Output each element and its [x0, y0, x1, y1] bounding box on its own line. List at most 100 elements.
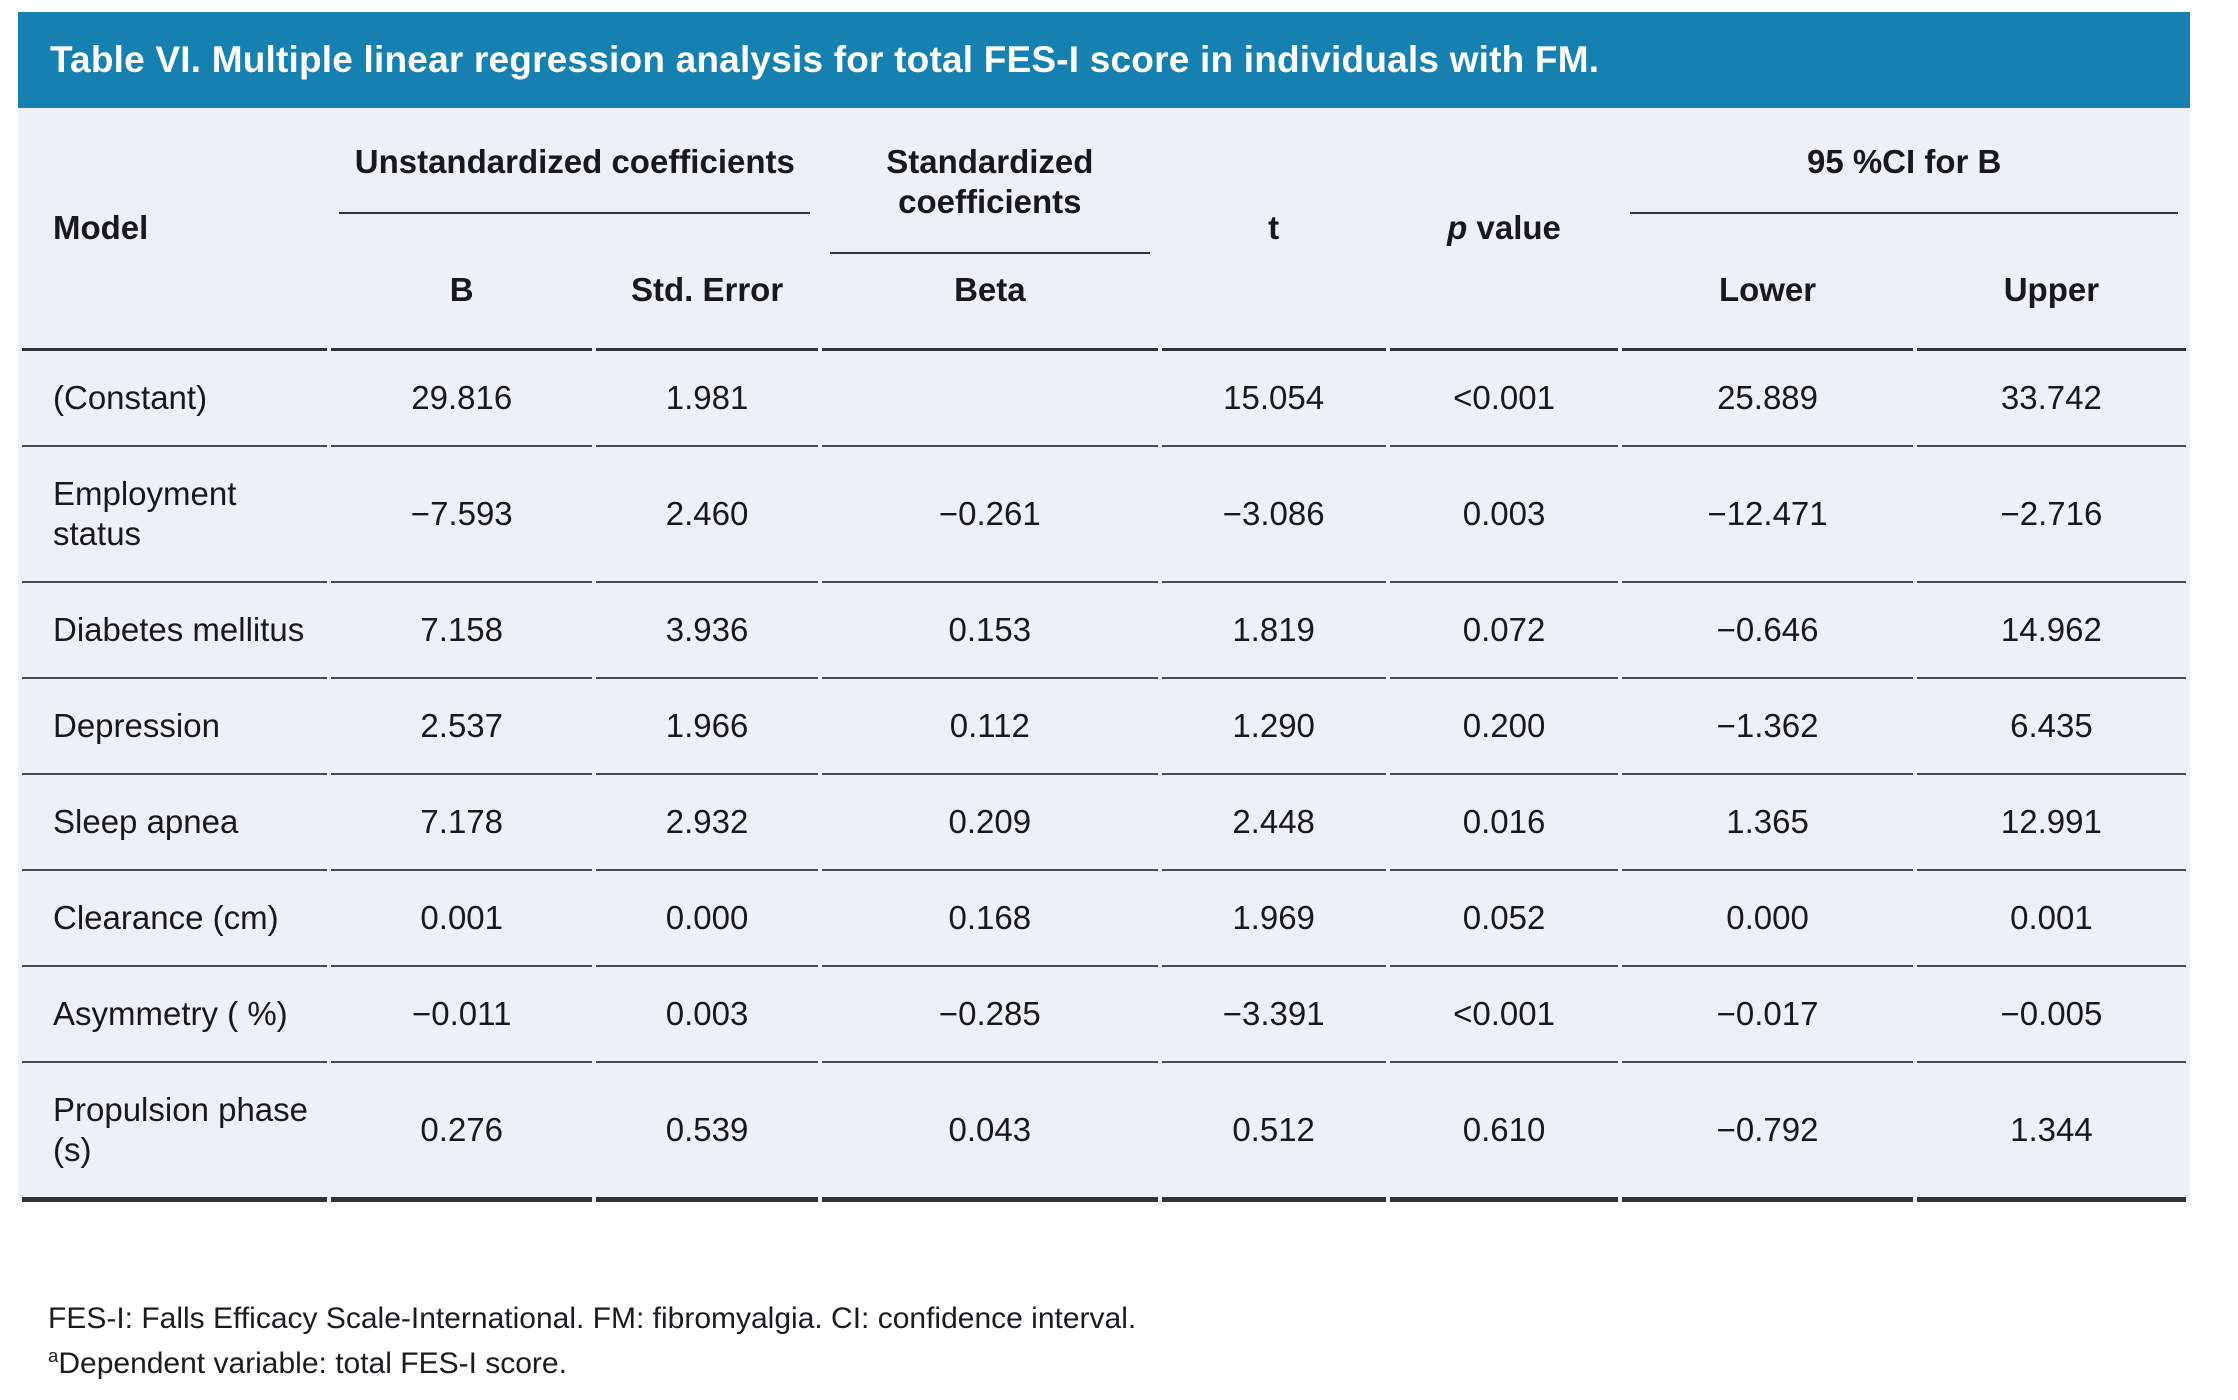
cell-beta [822, 351, 1158, 447]
cell-b: 0.001 [331, 871, 593, 967]
cell-b: −0.011 [331, 967, 593, 1063]
cell-std-error: 2.460 [596, 447, 819, 583]
regression-table: Model Unstandardized coefficients Standa… [18, 108, 2190, 1202]
table-row-constant: (Constant) 29.816 1.981 15.054 <0.001 25… [22, 351, 2186, 447]
row-label: Employment status [22, 447, 328, 583]
p-value-italic-p: p [1447, 209, 1468, 246]
group-underline [1630, 212, 2178, 214]
col-group-standardized: Standardized coefficients [822, 108, 1157, 254]
group-label-standardized: Standardized coefficients [886, 143, 1094, 220]
cell-lower: 1.365 [1622, 775, 1913, 871]
group-underline [830, 252, 1150, 254]
cell-beta: 0.168 [822, 871, 1158, 967]
cell-upper: 1.344 [1916, 1063, 2186, 1202]
table-row-diabetes-mellitus: Diabetes mellitus 7.158 3.936 0.153 1.81… [22, 583, 2186, 679]
col-group-unstandardized: Unstandardized coefficients [331, 108, 818, 254]
cell-t: 0.512 [1161, 1063, 1386, 1202]
cell-beta: 0.112 [822, 679, 1158, 775]
cell-p: 0.072 [1389, 583, 1619, 679]
cell-lower: 25.889 [1622, 351, 1913, 447]
cell-b: −7.593 [331, 447, 593, 583]
table-row-employment-status: Employment status −7.593 2.460 −0.261 −3… [22, 447, 2186, 583]
p-value-rest: value [1476, 209, 1561, 246]
row-label: Sleep apnea [22, 775, 328, 871]
col-header-upper: Upper [1916, 254, 2186, 351]
col-header-std-error: Std. Error [596, 254, 819, 351]
row-label: Propulsion phase (s) [22, 1063, 328, 1202]
cell-beta: 0.209 [822, 775, 1158, 871]
row-label: Depression [22, 679, 328, 775]
row-label: Diabetes mellitus [22, 583, 328, 679]
cell-t: −3.086 [1161, 447, 1386, 583]
col-header-b: B [331, 254, 593, 351]
group-underline [339, 212, 811, 214]
cell-upper: −0.005 [1916, 967, 2186, 1063]
cell-p: <0.001 [1389, 351, 1619, 447]
footnote-marker: a [48, 1345, 59, 1366]
cell-std-error: 2.932 [596, 775, 819, 871]
cell-b: 7.158 [331, 583, 593, 679]
cell-upper: 33.742 [1916, 351, 2186, 447]
cell-t: 2.448 [1161, 775, 1386, 871]
cell-p: 0.016 [1389, 775, 1619, 871]
cell-beta: 0.043 [822, 1063, 1158, 1202]
cell-upper: 0.001 [1916, 871, 2186, 967]
cell-std-error: 0.539 [596, 1063, 819, 1202]
row-label: (Constant) [22, 351, 328, 447]
table-title: Table VI. Multiple linear regression ana… [50, 39, 1600, 80]
col-header-model: Model [22, 108, 328, 351]
cell-std-error: 0.000 [596, 871, 819, 967]
cell-t: 1.290 [1161, 679, 1386, 775]
cell-upper: 14.962 [1916, 583, 2186, 679]
group-label-unstandardized: Unstandardized coefficients [354, 143, 795, 180]
cell-t: 15.054 [1161, 351, 1386, 447]
cell-lower: −12.471 [1622, 447, 1913, 583]
table-title-bar: Table VI. Multiple linear regression ana… [18, 12, 2190, 108]
cell-lower: −1.362 [1622, 679, 1913, 775]
col-header-beta: Beta [822, 254, 1158, 351]
cell-beta: 0.153 [822, 583, 1158, 679]
cell-p: 0.610 [1389, 1063, 1619, 1202]
cell-p: 0.200 [1389, 679, 1619, 775]
cell-beta: −0.285 [822, 967, 1158, 1063]
row-label: Asymmetry ( %) [22, 967, 328, 1063]
cell-b: 0.276 [331, 1063, 593, 1202]
cell-lower: −0.792 [1622, 1063, 1913, 1202]
cell-upper: 6.435 [1916, 679, 2186, 775]
cell-t: 1.969 [1161, 871, 1386, 967]
row-label: Clearance (cm) [22, 871, 328, 967]
group-label-ci: 95 %CI for B [1806, 143, 2002, 180]
cell-t: −3.391 [1161, 967, 1386, 1063]
cell-t: 1.819 [1161, 583, 1386, 679]
regression-table-card: Table VI. Multiple linear regression ana… [18, 12, 2190, 1202]
table-row-propulsion-phase: Propulsion phase (s) 0.276 0.539 0.043 0… [22, 1063, 2186, 1202]
cell-lower: 0.000 [1622, 871, 1913, 967]
cell-std-error: 1.966 [596, 679, 819, 775]
cell-std-error: 3.936 [596, 583, 819, 679]
cell-p: 0.052 [1389, 871, 1619, 967]
cell-upper: 12.991 [1916, 775, 2186, 871]
cell-b: 7.178 [331, 775, 593, 871]
cell-p: 0.003 [1389, 447, 1619, 583]
cell-b: 29.816 [331, 351, 593, 447]
cell-b: 2.537 [331, 679, 593, 775]
cell-std-error: 0.003 [596, 967, 819, 1063]
table-footnotes: FES-I: Falls Efficacy Scale-Internationa… [48, 1296, 1136, 1386]
col-group-ci: 95 %CI for B [1622, 108, 2186, 254]
table-row-clearance: Clearance (cm) 0.001 0.000 0.168 1.969 0… [22, 871, 2186, 967]
footnote-text: Dependent variable: total FES-I score. [58, 1347, 567, 1380]
cell-lower: −0.646 [1622, 583, 1913, 679]
table-row-depression: Depression 2.537 1.966 0.112 1.290 0.200… [22, 679, 2186, 775]
cell-beta: −0.261 [822, 447, 1158, 583]
table-row-sleep-apnea: Sleep apnea 7.178 2.932 0.209 2.448 0.01… [22, 775, 2186, 871]
footnote-abbreviations: FES-I: Falls Efficacy Scale-Internationa… [48, 1302, 1137, 1335]
cell-std-error: 1.981 [596, 351, 819, 447]
cell-upper: −2.716 [1916, 447, 2186, 583]
cell-lower: −0.017 [1622, 967, 1913, 1063]
footnote-dependent-variable: aDependent variable: total FES-I score. [48, 1341, 1136, 1386]
table-row-asymmetry: Asymmetry ( %) −0.011 0.003 −0.285 −3.39… [22, 967, 2186, 1063]
col-header-lower: Lower [1622, 254, 1913, 351]
col-header-t: t [1161, 108, 1386, 351]
col-header-p-value: p value [1389, 108, 1619, 351]
